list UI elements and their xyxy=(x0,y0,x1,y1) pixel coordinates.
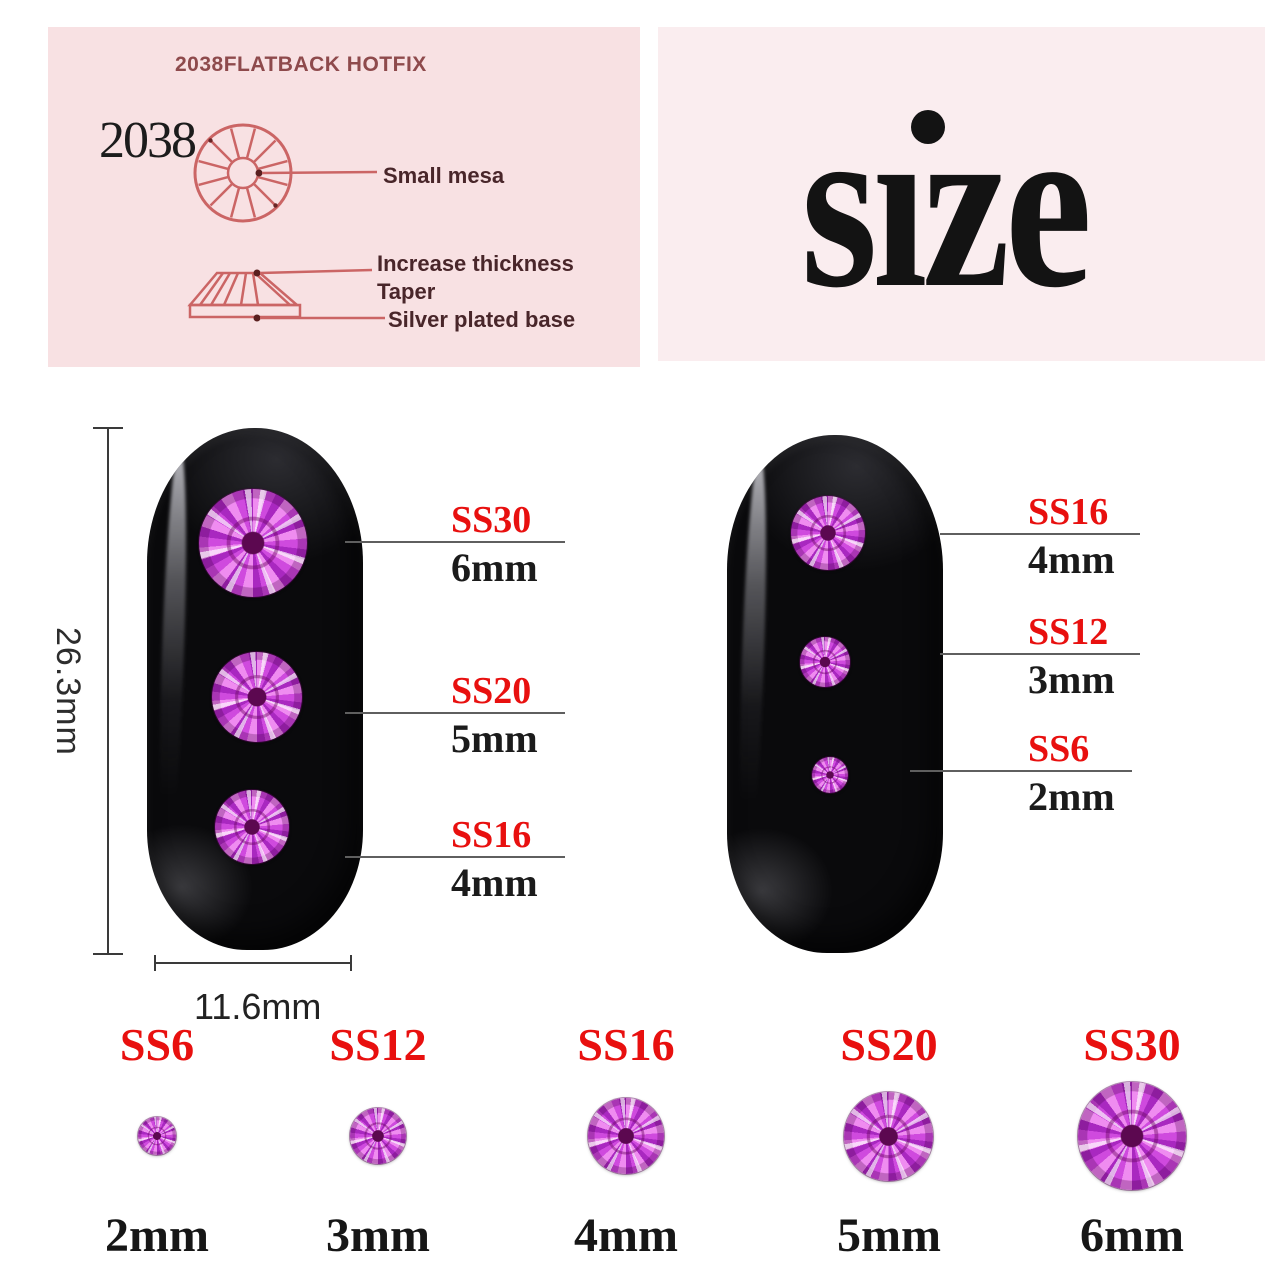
leader-line xyxy=(345,856,565,858)
spec-panel: 2038FLATBACK HOTFIX 2038 xyxy=(48,27,640,367)
size-code-label: SS20 xyxy=(451,670,532,712)
size-mm-label: 4mm xyxy=(1028,537,1115,582)
measure-cap-bottom xyxy=(93,953,123,955)
nail-highlight xyxy=(734,454,772,860)
nail-highlight xyxy=(154,447,192,856)
size-letter: e xyxy=(1004,71,1092,337)
row-size-mm: 6mm xyxy=(1080,1209,1184,1262)
size-panel: sıze xyxy=(658,27,1265,361)
gem-ss6 xyxy=(812,757,848,793)
gem-ss12 xyxy=(800,637,850,687)
size-mm-label: 2mm xyxy=(1028,774,1115,819)
measure-tick-right xyxy=(350,955,352,971)
size-letter: ı xyxy=(872,71,928,337)
size-mm-label: 3mm xyxy=(1028,657,1115,702)
row-size-code: SS12 xyxy=(329,1019,427,1070)
height-measure-line xyxy=(107,428,109,955)
top-view-diagram xyxy=(193,123,378,223)
label-silver-plated-base: Silver plated base xyxy=(388,307,576,332)
leader-line xyxy=(345,712,565,714)
size-mm-label: 4mm xyxy=(451,860,538,905)
size-code-label: SS16 xyxy=(451,814,532,856)
leader-line xyxy=(940,653,1140,655)
row-size-mm: 5mm xyxy=(837,1209,941,1262)
row-gem-ss16 xyxy=(588,1098,664,1174)
size-code-label: SS6 xyxy=(1028,728,1090,770)
leader-line xyxy=(910,770,1132,772)
nail-height-label: 26.3mm xyxy=(49,627,87,756)
gem-ss16 xyxy=(791,496,865,570)
width-measure-line xyxy=(155,962,352,964)
spec-panel-title: 2038FLATBACK HOTFIX xyxy=(175,53,427,76)
row-gem-ss30 xyxy=(1078,1082,1186,1190)
model-number: 2038 xyxy=(99,112,197,169)
row-gem-ss20 xyxy=(844,1092,933,1181)
label-small-mesa: Small mesa xyxy=(383,163,505,188)
row-size-mm: 3mm xyxy=(326,1209,430,1262)
size-mm-label: 5mm xyxy=(451,716,538,761)
row-size-code: SS30 xyxy=(1083,1019,1181,1070)
leader-line xyxy=(345,541,565,543)
row-gem-ss6 xyxy=(138,1117,176,1155)
size-mm-label: 6mm xyxy=(451,545,538,590)
measure-tick-left xyxy=(154,955,156,971)
size-i-dot xyxy=(911,110,945,144)
row-size-mm: 2mm xyxy=(105,1209,209,1262)
row-size-code: SS16 xyxy=(577,1019,675,1070)
size-letter: s xyxy=(801,71,878,337)
size-code-label: SS16 xyxy=(1028,491,1109,533)
row-size-code: SS6 xyxy=(119,1019,195,1070)
size-code-label: SS30 xyxy=(451,499,532,541)
gem-ss20 xyxy=(212,652,302,742)
rhinestone-diagram xyxy=(187,123,385,322)
side-view-diagram xyxy=(187,268,385,322)
row-size-code: SS20 xyxy=(840,1019,938,1070)
label-taper: Taper xyxy=(377,279,436,304)
row-size-mm: 4mm xyxy=(574,1209,678,1262)
leader-line xyxy=(940,533,1140,535)
size-heading: sıze xyxy=(801,84,1092,324)
label-increase-thickness: Increase thickness xyxy=(377,251,574,276)
size-code-label: SS12 xyxy=(1028,611,1109,653)
nail-width-label: 11.6mm xyxy=(194,986,322,1027)
row-gem-ss12 xyxy=(350,1108,406,1164)
gem-ss30 xyxy=(199,489,307,597)
measure-cap-top xyxy=(93,427,123,429)
gem-ss16 xyxy=(215,790,289,864)
